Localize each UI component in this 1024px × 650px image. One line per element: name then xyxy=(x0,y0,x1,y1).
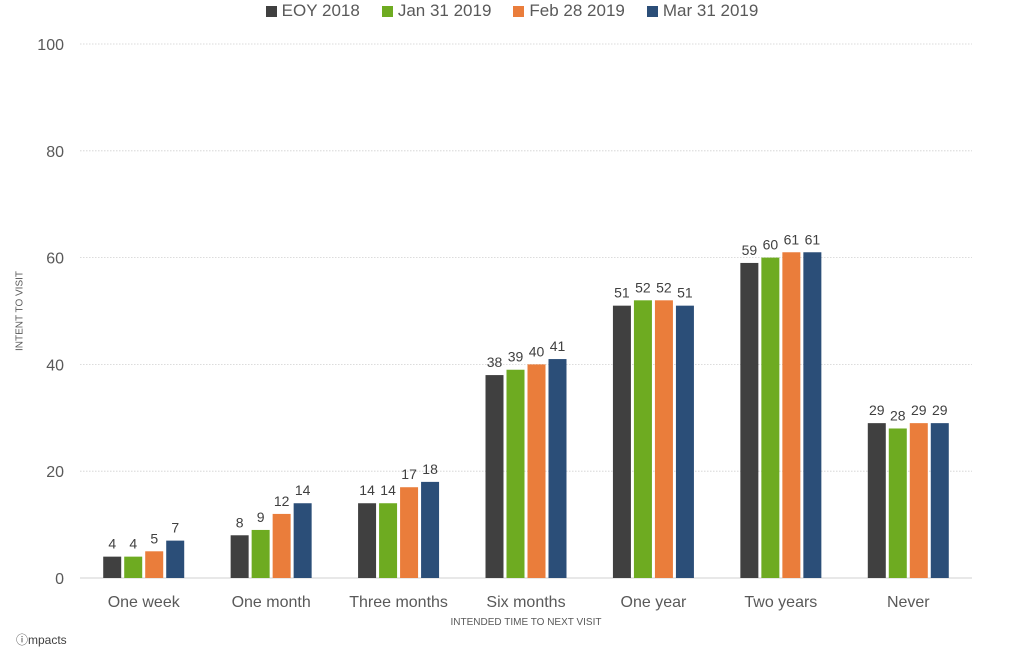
bar xyxy=(633,300,652,578)
bar xyxy=(379,503,398,578)
data-label: 61 xyxy=(805,231,821,247)
x-category-label: Never xyxy=(887,594,930,611)
bar xyxy=(867,423,886,578)
gridlines xyxy=(80,43,972,579)
legend-item-mar-31-2019: Mar 31 2019 xyxy=(646,0,759,22)
brand-logo: ⓘmpacts xyxy=(16,633,67,647)
x-axis-categories: One week One month Three months Six months O… xyxy=(108,594,931,611)
data-label: 18 xyxy=(422,461,438,477)
data-label: 17 xyxy=(401,466,417,482)
legend-swatch xyxy=(381,5,393,17)
data-label: 60 xyxy=(763,237,779,253)
bar xyxy=(888,428,907,578)
data-label: 4 xyxy=(108,536,116,552)
data-label: 12 xyxy=(274,493,290,509)
chart-legend: EOY 2018 Jan 31 2019 Feb 28 2019 Mar 31 … xyxy=(0,0,1024,22)
y-axis-title: INTENT TO VISIT xyxy=(14,270,26,352)
bar xyxy=(145,551,164,578)
data-label: 9 xyxy=(257,509,265,525)
bar xyxy=(761,257,780,578)
y-tick-label: 100 xyxy=(37,37,64,54)
bar xyxy=(251,529,270,578)
bar xyxy=(166,540,185,578)
data-label: 38 xyxy=(487,354,503,370)
data-label: 59 xyxy=(742,242,758,258)
y-tick-label: 20 xyxy=(46,464,64,481)
data-label: 14 xyxy=(380,482,396,498)
legend-item-jan-31-2019: Jan 31 2019 xyxy=(381,0,492,22)
legend-swatch xyxy=(265,5,277,17)
x-category-label: One week xyxy=(108,594,181,611)
y-axis-ticks: 0 20 40 60 80 100 xyxy=(37,37,64,588)
y-tick-label: 60 xyxy=(46,251,64,268)
bar xyxy=(293,503,312,578)
legend-label: Mar 31 2019 xyxy=(662,1,759,20)
bar xyxy=(421,481,440,578)
data-label: 52 xyxy=(635,279,651,295)
data-label: 14 xyxy=(295,482,311,498)
bars xyxy=(103,252,949,578)
bar xyxy=(103,556,122,578)
legend-item-feb-28-2019: Feb 28 2019 xyxy=(513,0,625,22)
bar xyxy=(358,503,377,578)
bar xyxy=(124,556,143,578)
data-label: 40 xyxy=(529,343,545,359)
x-category-label: One month xyxy=(232,594,311,611)
data-label: 29 xyxy=(911,402,927,418)
bar xyxy=(506,369,525,578)
bar xyxy=(654,300,673,578)
bar xyxy=(740,262,759,578)
legend-label: Feb 28 2019 xyxy=(529,1,625,20)
data-label: 61 xyxy=(784,231,800,247)
y-tick-label: 80 xyxy=(46,144,64,161)
data-label: 5 xyxy=(150,530,158,546)
y-tick-label: 0 xyxy=(55,571,64,588)
x-category-label: Three months xyxy=(349,594,448,611)
data-label: 39 xyxy=(508,349,524,365)
data-label: 51 xyxy=(614,285,630,301)
legend-label: Jan 31 2019 xyxy=(397,1,492,20)
data-label: 7 xyxy=(171,520,179,536)
bar xyxy=(909,423,928,578)
bar xyxy=(230,535,249,578)
data-label: 29 xyxy=(869,402,885,418)
x-category-label: Six months xyxy=(486,594,565,611)
bar xyxy=(548,359,567,578)
x-axis-title: INTENDED TIME TO NEXT VISIT xyxy=(450,617,602,628)
legend-label: EOY 2018 xyxy=(281,1,360,20)
bar xyxy=(612,305,631,578)
bar xyxy=(527,364,546,578)
legend-swatch xyxy=(646,5,658,17)
x-category-label: Two years xyxy=(744,594,817,611)
data-label: 4 xyxy=(129,536,137,552)
data-label: 29 xyxy=(932,402,948,418)
data-label: 28 xyxy=(890,407,906,423)
bar xyxy=(803,252,822,578)
legend-item-eoy-2018: EOY 2018 xyxy=(265,0,360,22)
bar xyxy=(930,423,949,578)
data-label: 52 xyxy=(656,279,672,295)
bar xyxy=(675,305,694,578)
data-label: 8 xyxy=(236,514,244,530)
data-label: 51 xyxy=(677,285,693,301)
bar xyxy=(272,513,291,578)
data-label: 14 xyxy=(359,482,375,498)
legend-swatch xyxy=(513,5,525,17)
bar xyxy=(485,375,504,578)
x-category-label: One year xyxy=(621,594,687,611)
y-tick-label: 40 xyxy=(46,357,64,374)
data-label: 41 xyxy=(550,338,566,354)
bar xyxy=(782,252,801,578)
bar xyxy=(400,487,419,578)
